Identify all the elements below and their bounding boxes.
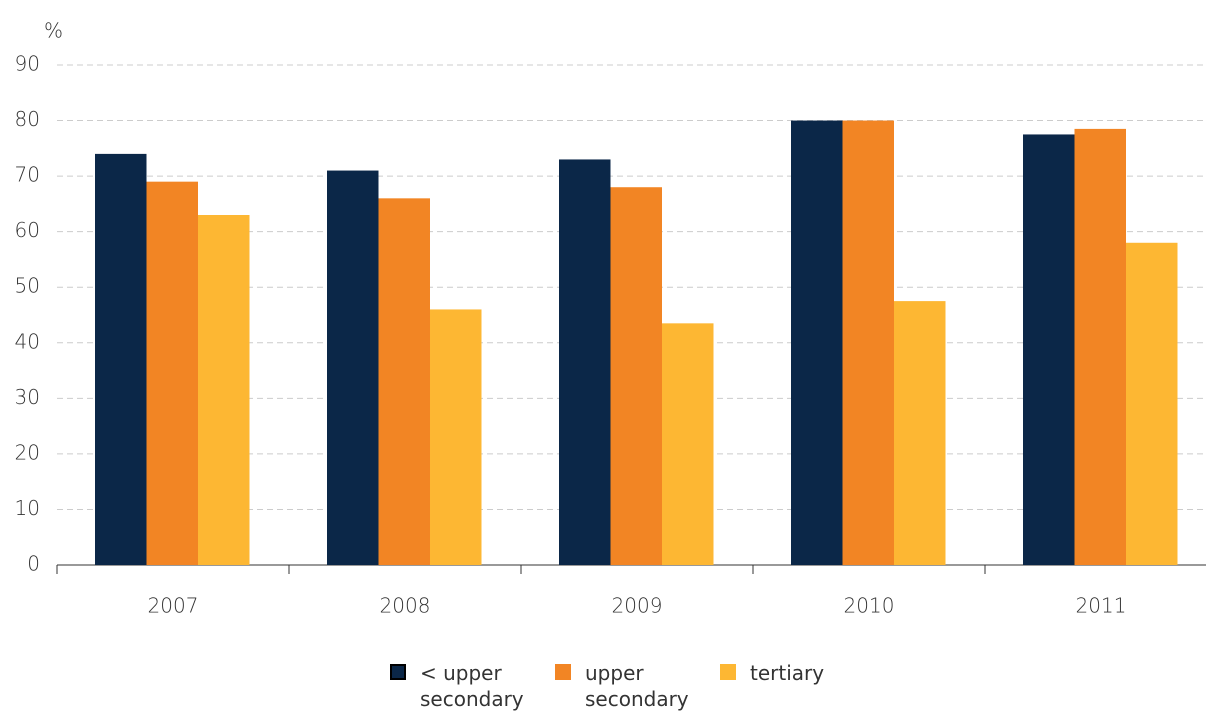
legend-item: tertiary — [720, 660, 885, 712]
legend-label: upper secondary — [585, 661, 689, 711]
y-tick-label: 80 — [15, 107, 40, 131]
x-tick-label: 2008 — [380, 594, 431, 618]
y-axis-label: % — [44, 19, 63, 43]
bar — [662, 323, 714, 565]
legend-item: upper secondary — [555, 660, 720, 712]
y-tick-label: 30 — [15, 385, 40, 409]
bar — [378, 198, 430, 566]
bar — [146, 181, 198, 565]
legend: < upper secondary upper secondary tertiary — [390, 660, 885, 712]
y-tick-label: 0 — [27, 552, 40, 576]
legend-swatch — [390, 664, 406, 680]
bar — [610, 187, 662, 565]
y-tick-label: 10 — [15, 496, 40, 520]
x-tick-label: 2011 — [1076, 594, 1127, 618]
x-tick-label: 2007 — [148, 594, 199, 618]
legend-label: tertiary — [750, 661, 825, 685]
bar — [559, 159, 611, 565]
y-tick-label: 50 — [15, 274, 40, 298]
bar — [842, 120, 894, 566]
bar — [198, 215, 250, 565]
bar — [430, 309, 482, 565]
bar — [1126, 242, 1178, 565]
bar — [95, 153, 147, 565]
y-tick-label: 70 — [15, 163, 40, 187]
legend-label: < upper secondary — [420, 661, 524, 711]
bar — [894, 301, 946, 565]
bar — [1023, 134, 1075, 565]
y-tick-label: 90 — [15, 52, 40, 76]
y-tick-label: 20 — [15, 440, 40, 464]
y-tick-label: 60 — [15, 218, 40, 242]
x-tick-label: 2009 — [612, 594, 663, 618]
legend-swatch — [555, 664, 571, 680]
y-tick-label: 40 — [15, 329, 40, 353]
bar — [1074, 128, 1126, 565]
legend-swatch — [720, 664, 736, 680]
bar — [791, 120, 843, 566]
x-tick-label: 2010 — [844, 594, 895, 618]
bar — [327, 170, 379, 566]
legend-item: < upper secondary — [390, 660, 555, 712]
